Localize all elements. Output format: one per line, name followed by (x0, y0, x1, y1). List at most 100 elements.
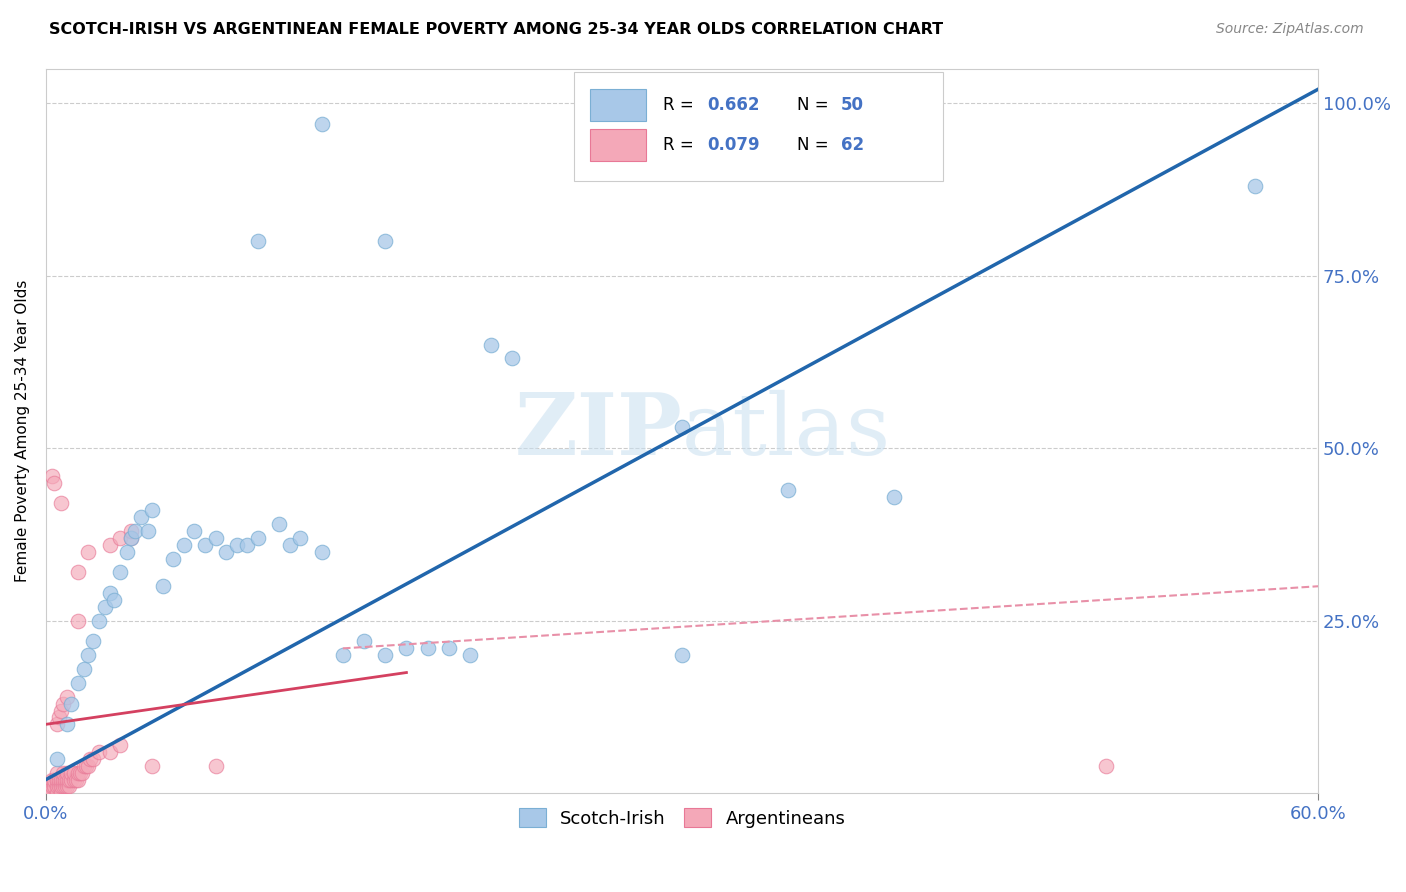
Text: Source: ZipAtlas.com: Source: ZipAtlas.com (1216, 22, 1364, 37)
Point (73, 758, 96, 772)
Point (278, 538, 301, 552)
Point (44, 475, 66, 490)
Text: R =: R = (664, 136, 699, 153)
Point (77, 545, 100, 559)
Point (66, 614, 89, 628)
Point (62, 765, 84, 780)
Point (162, 551, 184, 566)
Text: ZIP: ZIP (515, 389, 682, 473)
Point (87, 614, 110, 628)
Point (115, 545, 138, 559)
Text: atlas: atlas (682, 389, 891, 473)
Point (290, 531, 312, 545)
Point (39, 786, 62, 800)
Point (103, 593, 125, 607)
Point (311, 117, 333, 131)
Point (52, 697, 75, 711)
Point (94, 599, 117, 614)
Point (1095, 758, 1118, 772)
Text: 50: 50 (841, 95, 865, 114)
Point (56, 780, 79, 794)
Y-axis label: Female Poverty Among 25-34 Year Olds: Female Poverty Among 25-34 Year Olds (15, 280, 30, 582)
Point (65, 772, 87, 787)
Point (52, 780, 75, 794)
Point (374, 648, 396, 663)
Point (215, 545, 238, 559)
Point (82, 634, 104, 648)
Point (246, 531, 269, 545)
Point (87, 745, 110, 759)
Point (141, 503, 163, 517)
Point (45, 765, 67, 780)
Point (479, 337, 502, 351)
Point (73, 662, 96, 676)
Point (66, 566, 89, 580)
Point (41, 780, 63, 794)
Point (66, 676, 89, 690)
Point (120, 531, 142, 545)
Point (108, 738, 131, 752)
Point (183, 524, 205, 538)
Point (58, 772, 80, 787)
Point (82, 752, 104, 766)
Point (204, 531, 226, 545)
Point (60, 765, 83, 780)
Point (332, 648, 354, 663)
Point (44, 772, 66, 787)
Point (131, 510, 153, 524)
Point (44, 780, 66, 794)
Point (56, 765, 79, 780)
Point (77, 758, 100, 772)
Point (236, 538, 259, 552)
FancyBboxPatch shape (574, 72, 943, 181)
Point (173, 538, 195, 552)
Text: 0.662: 0.662 (707, 95, 761, 114)
Point (56, 690, 79, 704)
Text: N =: N = (797, 95, 834, 114)
Point (79, 752, 101, 766)
Point (108, 531, 131, 545)
Text: 0.079: 0.079 (707, 136, 761, 153)
Point (671, 420, 693, 434)
Point (778, 483, 800, 497)
Point (41, 468, 63, 483)
Point (437, 641, 460, 656)
Point (62, 772, 84, 787)
Point (416, 641, 439, 656)
Point (311, 545, 333, 559)
Point (48, 710, 70, 724)
Point (48, 780, 70, 794)
Point (374, 234, 396, 248)
FancyBboxPatch shape (591, 89, 647, 120)
Point (49, 786, 72, 800)
Point (41, 772, 63, 787)
Point (58, 780, 80, 794)
Point (45, 772, 67, 787)
Point (194, 538, 217, 552)
Legend: Scotch-Irish, Argentineans: Scotch-Irish, Argentineans (512, 801, 852, 835)
FancyBboxPatch shape (591, 128, 647, 161)
Point (35, 786, 58, 800)
Point (353, 634, 375, 648)
Point (56, 717, 79, 731)
Point (120, 531, 142, 545)
Point (69, 765, 91, 780)
Point (60, 772, 83, 787)
Point (225, 538, 247, 552)
Point (52, 765, 75, 780)
Point (35, 780, 58, 794)
Point (152, 579, 174, 593)
Point (124, 524, 146, 538)
Point (671, 648, 693, 663)
Point (49, 772, 72, 787)
Point (48, 772, 70, 787)
Point (60, 697, 83, 711)
Point (66, 765, 89, 780)
Point (56, 772, 79, 787)
Point (49, 780, 72, 794)
Point (66, 772, 89, 787)
Point (49, 704, 72, 718)
Point (53, 780, 76, 794)
Point (75, 758, 97, 772)
Point (501, 351, 523, 366)
